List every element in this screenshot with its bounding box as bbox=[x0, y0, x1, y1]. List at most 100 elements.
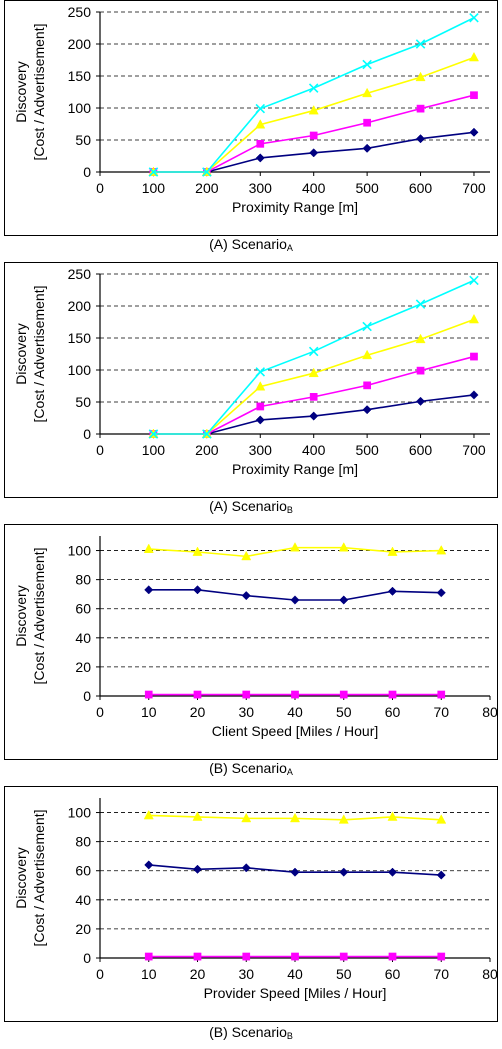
diamond-marker bbox=[362, 143, 372, 153]
x-tick-label: 0 bbox=[96, 180, 104, 196]
square-marker bbox=[242, 952, 251, 961]
y-axis-label: [Cost / Advertisement] bbox=[31, 548, 47, 685]
data-series bbox=[148, 12, 479, 177]
diamond-marker bbox=[290, 595, 300, 605]
triangle-marker bbox=[436, 814, 447, 824]
y-tick-label: 40 bbox=[75, 630, 91, 646]
triangle-marker bbox=[289, 542, 301, 552]
x-marker-stroke bbox=[308, 346, 319, 357]
triangle-marker bbox=[338, 814, 349, 824]
x-tick-label: 70 bbox=[433, 704, 449, 720]
chart-panel-b-scenario-a: 0 20 40 60 80 100 0 10 20 30 40 50 60 70 80 Client Spee… bbox=[0, 524, 502, 784]
x-marker-stroke bbox=[202, 429, 212, 439]
diamond-marker bbox=[309, 148, 319, 158]
square-marker bbox=[309, 131, 318, 140]
diamond-marker bbox=[436, 588, 446, 598]
x-tick-label: 50 bbox=[336, 704, 352, 720]
x-tick-label: 50 bbox=[336, 966, 352, 982]
x-marker-stroke bbox=[255, 103, 266, 114]
x-marker-stroke bbox=[469, 12, 479, 23]
x-tick-label: 400 bbox=[302, 180, 326, 196]
x-tick-label: 80 bbox=[482, 704, 498, 720]
x-marker-stroke bbox=[202, 167, 212, 177]
x-tick-label: 700 bbox=[462, 442, 486, 458]
triangle-marker bbox=[143, 543, 154, 553]
y-axis-label: Discovery bbox=[13, 61, 29, 122]
chart-svg: 0 50 100 150 200 250 0 100 200 300 400 500 600 700 Pro… bbox=[4, 262, 498, 498]
triangle-marker bbox=[338, 542, 349, 552]
diamond-marker bbox=[387, 867, 398, 877]
x-axis-label: Proximity Range [m] bbox=[232, 199, 358, 215]
square-marker bbox=[193, 952, 202, 961]
y-tick-label: 150 bbox=[68, 68, 92, 84]
triangle-marker bbox=[241, 812, 252, 823]
y-tick-label: 20 bbox=[75, 659, 91, 675]
y-tick-label: 0 bbox=[83, 688, 91, 704]
y-tick-label: 250 bbox=[68, 4, 92, 20]
y-tick-label: 200 bbox=[68, 36, 92, 52]
diamond-marker bbox=[255, 153, 265, 163]
square-marker bbox=[144, 690, 153, 699]
square-marker bbox=[309, 393, 318, 401]
y-tick-label: 100 bbox=[68, 543, 92, 559]
x-tick-label: 300 bbox=[249, 442, 273, 458]
x-tick-label: 500 bbox=[355, 180, 379, 196]
chart-frame bbox=[4, 262, 498, 498]
x-tick-label: 700 bbox=[462, 180, 486, 196]
square-marker bbox=[256, 402, 265, 411]
diamond-marker bbox=[387, 586, 398, 596]
y-tick-label: 40 bbox=[75, 892, 91, 908]
x-tick-label: 30 bbox=[238, 704, 254, 720]
x-tick-label: 500 bbox=[355, 442, 379, 458]
x-tick-label: 30 bbox=[238, 966, 254, 982]
square-marker bbox=[242, 690, 251, 699]
square-marker bbox=[416, 104, 425, 113]
chart-frame bbox=[4, 786, 498, 1022]
diamond-marker bbox=[469, 127, 479, 137]
triangle-marker bbox=[362, 349, 373, 360]
diamond-marker bbox=[192, 585, 203, 595]
square-marker bbox=[470, 91, 478, 100]
x-axis-label: Provider Speed [Miles / Hour] bbox=[204, 985, 387, 1001]
chart-frame bbox=[4, 524, 498, 760]
x-tick-label: 20 bbox=[190, 704, 206, 720]
diamond-marker bbox=[241, 863, 251, 873]
data-series bbox=[144, 952, 446, 961]
x-tick-label: 600 bbox=[409, 180, 433, 196]
x-marker-stroke bbox=[148, 429, 159, 439]
x-tick-label: 10 bbox=[141, 704, 157, 720]
x-tick-label: 60 bbox=[385, 966, 401, 982]
y-tick-label: 0 bbox=[83, 426, 91, 442]
square-marker bbox=[291, 952, 299, 961]
triangle-marker bbox=[255, 381, 266, 391]
x-tick-label: 60 bbox=[385, 704, 401, 720]
chart-frame bbox=[4, 0, 498, 236]
square-marker bbox=[291, 690, 299, 699]
x-marker-stroke bbox=[362, 321, 372, 332]
x-tick-label: 0 bbox=[96, 966, 104, 982]
x-tick-label: 600 bbox=[409, 442, 433, 458]
x-marker-stroke bbox=[469, 275, 479, 286]
triangle-marker bbox=[468, 51, 479, 62]
x-tick-label: 40 bbox=[287, 966, 303, 982]
y-tick-label: 250 bbox=[68, 266, 92, 282]
square-marker bbox=[144, 952, 153, 961]
data-series bbox=[144, 860, 446, 880]
square-marker bbox=[470, 352, 478, 361]
diamond-marker bbox=[415, 134, 426, 144]
x-axis-label: Proximity Range [m] bbox=[232, 461, 358, 477]
y-tick-label: 200 bbox=[68, 298, 92, 314]
square-marker bbox=[193, 690, 202, 699]
x-tick-label: 20 bbox=[190, 966, 206, 982]
x-tick-label: 100 bbox=[142, 442, 166, 458]
chart-caption: (B) ScenarioB bbox=[0, 1024, 502, 1041]
triangle-marker bbox=[255, 119, 266, 129]
diamond-marker bbox=[339, 595, 349, 605]
square-marker bbox=[416, 366, 425, 375]
y-tick-label: 60 bbox=[75, 601, 91, 617]
x-tick-label: 200 bbox=[195, 442, 219, 458]
y-tick-label: 50 bbox=[75, 394, 91, 410]
y-axis-label: [Cost / Advertisement] bbox=[31, 24, 47, 161]
square-marker bbox=[339, 690, 348, 699]
y-tick-label: 50 bbox=[75, 132, 91, 148]
